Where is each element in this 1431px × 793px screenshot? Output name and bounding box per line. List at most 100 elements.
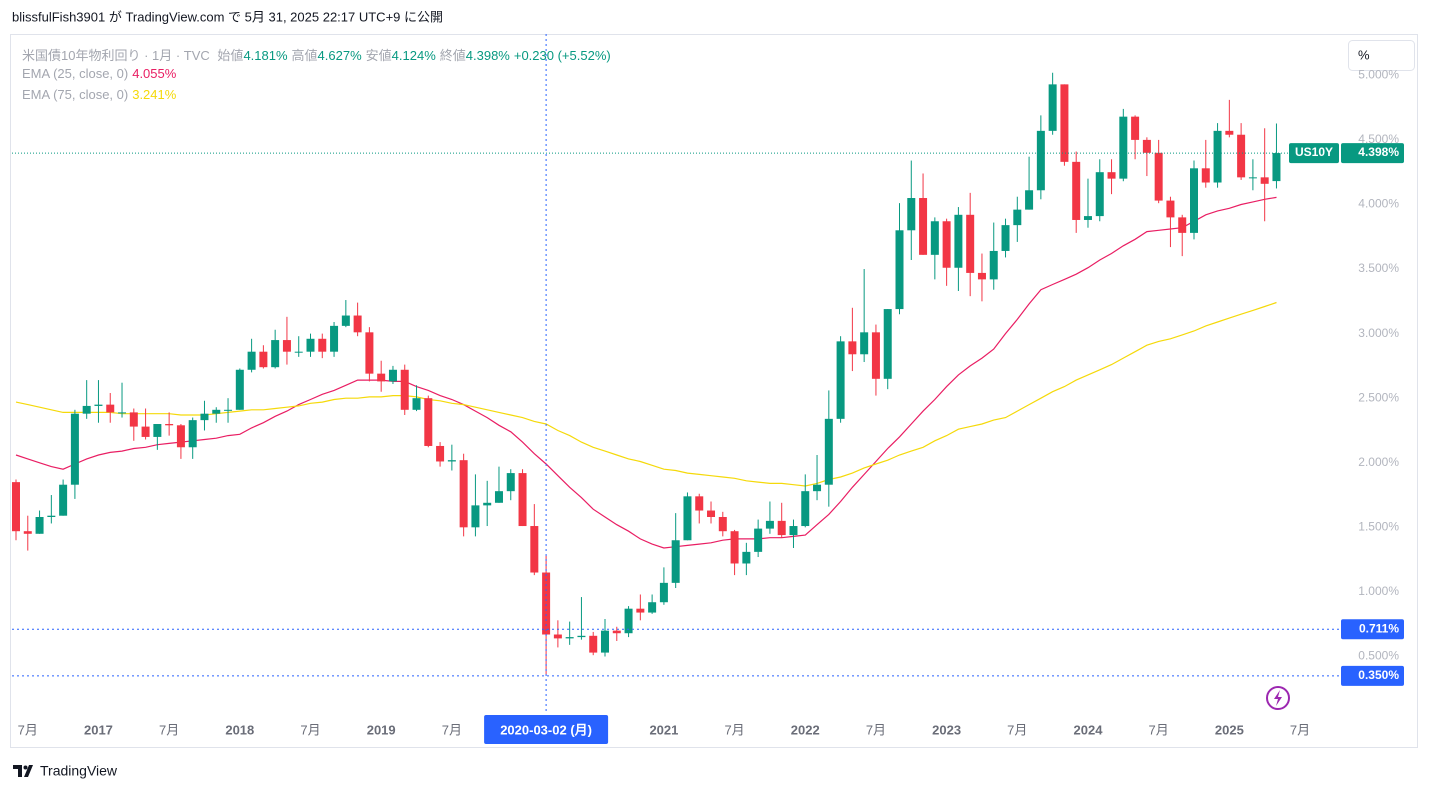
candle-body bbox=[94, 404, 103, 406]
footer-brand: TradingView bbox=[40, 763, 118, 779]
candle-body bbox=[412, 398, 421, 410]
candle-body bbox=[165, 424, 174, 426]
candle-body bbox=[341, 315, 350, 326]
candle-body bbox=[330, 325, 339, 352]
crosshair-price-label: 0.350% bbox=[1358, 668, 1399, 682]
x-tick-label: 7月 bbox=[866, 722, 886, 737]
candle-body bbox=[70, 413, 79, 485]
candle-body bbox=[1083, 216, 1092, 220]
candle-body bbox=[506, 473, 515, 492]
candle-body bbox=[860, 332, 869, 355]
candle-body bbox=[553, 634, 562, 639]
candle-body bbox=[1001, 225, 1010, 251]
y-tick-label: 1.500% bbox=[1358, 519, 1399, 533]
candle-body bbox=[730, 531, 739, 564]
candle-body bbox=[12, 482, 20, 532]
candle-body bbox=[1119, 116, 1128, 179]
candle-body bbox=[388, 369, 397, 382]
candle-body bbox=[565, 637, 574, 639]
candle-body bbox=[306, 338, 315, 352]
candle-body bbox=[353, 315, 362, 333]
candle-body bbox=[789, 526, 798, 536]
ema-line bbox=[15, 301, 1277, 487]
candle-body bbox=[742, 551, 751, 564]
lightning-icon[interactable] bbox=[1266, 686, 1290, 710]
candle-body bbox=[424, 398, 433, 446]
candle-body bbox=[1131, 116, 1140, 140]
lightning-circle[interactable] bbox=[1266, 686, 1290, 710]
candle-body bbox=[1248, 177, 1257, 179]
indicator-legend: EMA (75, close, 0) 3.241% bbox=[22, 87, 180, 102]
candle-body bbox=[59, 484, 68, 516]
candle-body bbox=[471, 505, 480, 528]
y-tick-label: 2.500% bbox=[1358, 390, 1399, 404]
candle-body bbox=[1142, 139, 1151, 153]
indicator-name: EMA (25, close, 0) bbox=[22, 66, 129, 81]
candle-body bbox=[318, 338, 327, 352]
x-tick-label: 2023 bbox=[932, 722, 961, 737]
ohlc-legend: 米国債10年物利回り · 1月 · TVC 始値4.181% 高値4.627% 安値… bbox=[22, 45, 615, 64]
candle-body bbox=[659, 582, 668, 603]
candle-body bbox=[589, 635, 598, 653]
footer-logo bbox=[13, 765, 33, 777]
header: blissfulFish3901 が TradingView.com で 5月 … bbox=[12, 9, 443, 24]
crosshair-date-label: 2020-03-02 (月) bbox=[500, 722, 592, 737]
change: +0.230 (+5.52%) bbox=[513, 48, 611, 63]
x-tick-label: 2025 bbox=[1215, 722, 1244, 737]
logo-mark bbox=[13, 765, 33, 777]
x-tick-label: 7月 bbox=[159, 722, 179, 737]
candle-body bbox=[1095, 172, 1104, 217]
candle-body bbox=[648, 602, 657, 613]
candle-body bbox=[1166, 200, 1175, 218]
symbol-label-bg bbox=[1289, 143, 1339, 164]
candle-body bbox=[919, 198, 928, 255]
indicator-legend: EMA (25, close, 0) 4.055% bbox=[22, 66, 180, 81]
candle-body bbox=[365, 332, 374, 374]
y-tick-label: 5.000% bbox=[1358, 67, 1399, 81]
candle-body bbox=[801, 491, 810, 527]
candle-body bbox=[942, 221, 951, 268]
y-tick-label: 1.000% bbox=[1358, 584, 1399, 598]
lightning-bolt[interactable] bbox=[1274, 690, 1282, 706]
symbol-label: US10Y bbox=[1295, 145, 1333, 159]
price-label-bg bbox=[1341, 665, 1404, 686]
candle-body bbox=[1190, 168, 1198, 233]
x-tick-label: 7月 bbox=[1290, 722, 1310, 737]
indicator-value: 3.241% bbox=[132, 87, 177, 102]
last-price-label: 4.398% bbox=[1358, 145, 1399, 159]
candle-body bbox=[754, 528, 763, 552]
candle-body bbox=[977, 272, 986, 280]
x-tick-label: 7月 bbox=[724, 722, 744, 737]
candle-body bbox=[813, 484, 822, 492]
candle-body bbox=[636, 608, 645, 613]
ohlc-value: 4.398% bbox=[465, 48, 510, 63]
candle-body bbox=[1272, 153, 1281, 182]
candle-body bbox=[224, 409, 233, 411]
candle-body bbox=[1213, 130, 1222, 183]
candle-body bbox=[518, 473, 527, 527]
unit-button-label[interactable]: % bbox=[1358, 47, 1370, 62]
ohlc-label: 始値 bbox=[217, 48, 244, 63]
candle-body bbox=[129, 412, 138, 427]
candle-body bbox=[966, 214, 975, 273]
last-price-label-bg bbox=[1341, 143, 1404, 164]
x-tick-label: 2021 bbox=[649, 722, 678, 737]
x-tick-label: 7月 bbox=[1007, 722, 1027, 737]
candle-body bbox=[601, 630, 609, 653]
ohlc-label: 終値 bbox=[439, 48, 466, 63]
candle-body bbox=[1072, 161, 1081, 220]
unit-button[interactable] bbox=[1348, 40, 1415, 71]
candle-body bbox=[200, 413, 209, 421]
candle-body bbox=[1060, 84, 1069, 162]
candle-body bbox=[624, 608, 633, 634]
candle-body bbox=[1225, 130, 1234, 135]
x-tick-label: 2017 bbox=[84, 722, 113, 737]
candle-body bbox=[671, 540, 680, 583]
candle-body bbox=[259, 351, 268, 368]
candle-body bbox=[1260, 177, 1269, 184]
candle-body bbox=[954, 214, 963, 268]
chart-frame bbox=[10, 34, 1418, 748]
candle-body bbox=[883, 309, 892, 379]
candle-body bbox=[176, 425, 185, 448]
candle-body bbox=[989, 250, 998, 280]
